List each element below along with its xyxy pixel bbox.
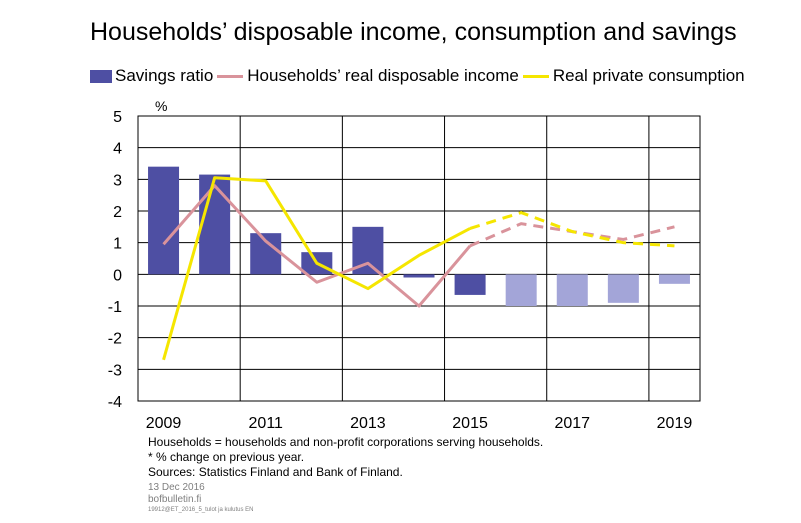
chart-code: 19912@ET_2016_5_tulot ja kulutus EN [148, 507, 254, 513]
x-tick-label: 2009 [146, 415, 182, 432]
x-tick-label: 2011 [249, 415, 284, 432]
y-tick-label: -3 [108, 362, 122, 379]
y-tick-label: 5 [113, 109, 122, 126]
x-tick-label: 2019 [657, 415, 693, 432]
y-tick-label: 3 [113, 172, 122, 189]
bar-savings-ratio [506, 274, 537, 306]
note-line-3: Sources: Statistics Finland and Bank of … [148, 465, 543, 480]
bar-savings-ratio [199, 175, 230, 275]
y-tick-label: 2 [113, 204, 122, 221]
y-tick-label: 0 [113, 267, 122, 284]
line-series-2-forecast [470, 213, 674, 246]
x-tick-label: 2017 [554, 415, 590, 432]
publication-date: 13 Dec 2016 [148, 482, 205, 494]
y-tick-label: 4 [113, 141, 122, 158]
bar-savings-ratio [148, 167, 179, 275]
y-tick-label: -4 [108, 394, 122, 411]
bar-savings-ratio [557, 274, 588, 306]
chart-notes: Households = households and non-profit c… [148, 435, 543, 480]
bar-savings-ratio [659, 274, 690, 284]
bar-savings-ratio [455, 274, 486, 295]
y-tick-label: 1 [113, 236, 122, 253]
note-line-2: * % change on previous year. [148, 450, 543, 465]
x-tick-label: 2013 [350, 415, 386, 432]
bar-savings-ratio [404, 274, 435, 277]
bar-savings-ratio [608, 274, 639, 303]
y-tick-label: -2 [108, 331, 122, 348]
x-tick-label: 2015 [452, 415, 488, 432]
y-tick-label: -1 [108, 299, 122, 316]
site-name: bofbulletin.fi [148, 494, 201, 505]
note-line-1: Households = households and non-profit c… [148, 435, 543, 450]
